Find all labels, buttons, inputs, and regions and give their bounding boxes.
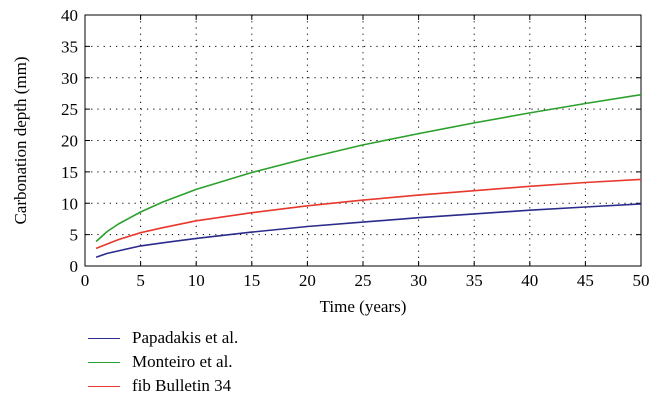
legend-swatch-fib <box>88 385 120 387</box>
y-tick-label: 15 <box>61 163 78 182</box>
axis-ticks: 0 5 10 15 20 25 30 35 40 45 50 0 5 10 15 20 25 30 35 40 <box>61 6 650 290</box>
legend-label-papadakis: Papadakis et al. <box>132 328 239 347</box>
legend-swatch-monteiro <box>88 361 120 363</box>
x-tick-label: 40 <box>521 271 538 290</box>
y-tick-label: 40 <box>61 6 78 25</box>
x-tick-label: 50 <box>633 271 650 290</box>
y-tick-label: 0 <box>70 257 79 276</box>
legend-label-monteiro: Monteiro et al. <box>132 352 233 371</box>
x-tick-label: 15 <box>243 271 260 290</box>
series-line-1 <box>95 93 642 243</box>
x-tick-label: 45 <box>577 271 594 290</box>
y-tick-label: 30 <box>61 69 78 88</box>
series-lines <box>95 93 642 258</box>
y-tick-label: 25 <box>61 100 78 119</box>
legend-item-fib: fib Bulletin 34 <box>88 374 238 398</box>
legend: Papadakis et al. Monteiro et al. fib Bul… <box>88 326 238 398</box>
x-tick-label: 5 <box>136 271 145 290</box>
y-tick-label: 10 <box>61 194 78 213</box>
x-tick-label: 20 <box>299 271 316 290</box>
series-line-2 <box>95 178 642 250</box>
x-tick-label: 35 <box>466 271 483 290</box>
x-tick-label: 10 <box>188 271 205 290</box>
x-axis-title: Time (years) <box>320 297 407 316</box>
x-tick-label: 25 <box>355 271 372 290</box>
legend-item-papadakis: Papadakis et al. <box>88 326 238 350</box>
y-tick-label: 35 <box>61 37 78 56</box>
legend-label-fib: fib Bulletin 34 <box>132 376 232 395</box>
x-tick-label: 0 <box>81 271 90 290</box>
carbonation-chart: 0 5 10 15 20 25 30 35 40 45 50 0 5 10 15 20 25 30 35 40 Tim… <box>11 6 650 316</box>
grid <box>85 15 641 266</box>
y-tick-label: 5 <box>70 226 79 245</box>
x-tick-label: 30 <box>410 271 427 290</box>
y-tick-label: 20 <box>61 132 78 151</box>
legend-swatch-papadakis <box>88 337 120 339</box>
y-axis-title: Carbonation depth (mm) <box>11 56 30 224</box>
series-line-0 <box>95 203 642 258</box>
legend-item-monteiro: Monteiro et al. <box>88 350 238 374</box>
